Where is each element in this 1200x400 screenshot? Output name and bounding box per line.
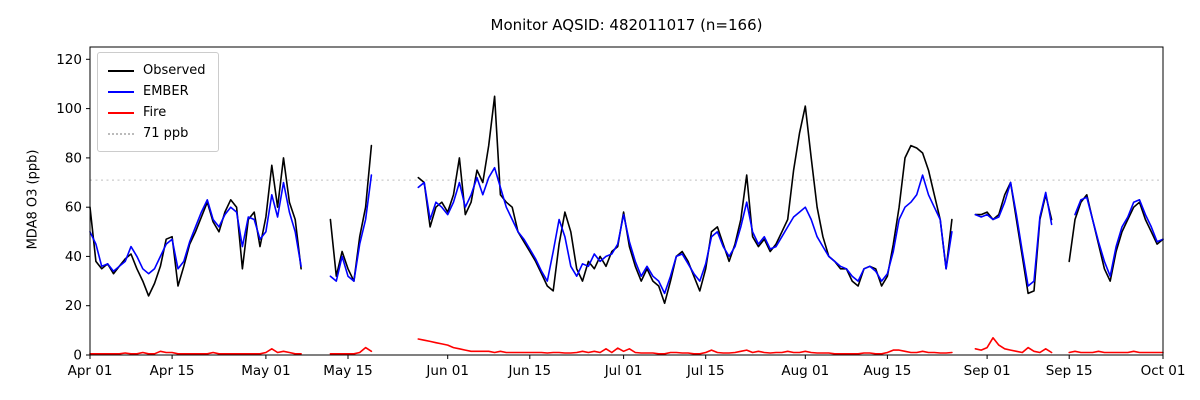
legend-item-fire: Fire [108, 102, 206, 123]
legend-item-ember: EMBER [108, 81, 206, 102]
x-tick-label: May 15 [323, 363, 372, 379]
x-tick-label: Oct 01 [1141, 363, 1186, 379]
legend-label: 71 ppb [143, 126, 189, 141]
x-tick-label: Jul 01 [604, 363, 643, 379]
x-tick-label: Sep 01 [964, 363, 1011, 379]
71-ppb-line-swatch-icon [108, 132, 134, 135]
legend-label: Observed [143, 63, 206, 78]
legend-item-observed: Observed [108, 60, 206, 81]
x-tick-label: Sep 15 [1046, 363, 1093, 379]
fire-line-swatch-icon [108, 111, 134, 114]
y-tick-label: 120 [56, 52, 82, 68]
chart-title: Monitor AQSID: 482011017 (n=166) [490, 16, 763, 34]
y-tick-label: 20 [65, 298, 82, 314]
y-tick-label: 0 [73, 348, 82, 364]
y-tick-label: 80 [65, 150, 82, 166]
x-tick-label: Apr 15 [150, 363, 195, 379]
y-tick-label: 60 [65, 200, 82, 216]
observed-line-swatch-icon [108, 69, 134, 72]
series-line-observed [89, 95, 1164, 305]
y-tick-label: 40 [65, 249, 82, 265]
series-line-fire [89, 337, 1164, 355]
x-tick-label: Jun 01 [425, 363, 469, 379]
x-tick-label: Aug 01 [781, 363, 829, 379]
legend-label: Fire [143, 105, 167, 120]
x-tick-label: Aug 15 [863, 363, 911, 379]
ember-line-swatch-icon [108, 90, 134, 93]
legend: Observed EMBER Fire 71 ppb [97, 52, 219, 152]
legend-label: EMBER [143, 84, 189, 99]
x-tick-label: Jun 15 [508, 363, 552, 379]
legend-item-71-ppb: 71 ppb [108, 123, 206, 144]
y-tick-label: 100 [56, 101, 82, 117]
axes-frame [89, 46, 1164, 356]
x-tick-label: Apr 01 [68, 363, 113, 379]
x-tick-label: May 01 [241, 363, 290, 379]
series-line-ember [89, 166, 1164, 295]
x-tick-label: Jul 15 [686, 363, 725, 379]
